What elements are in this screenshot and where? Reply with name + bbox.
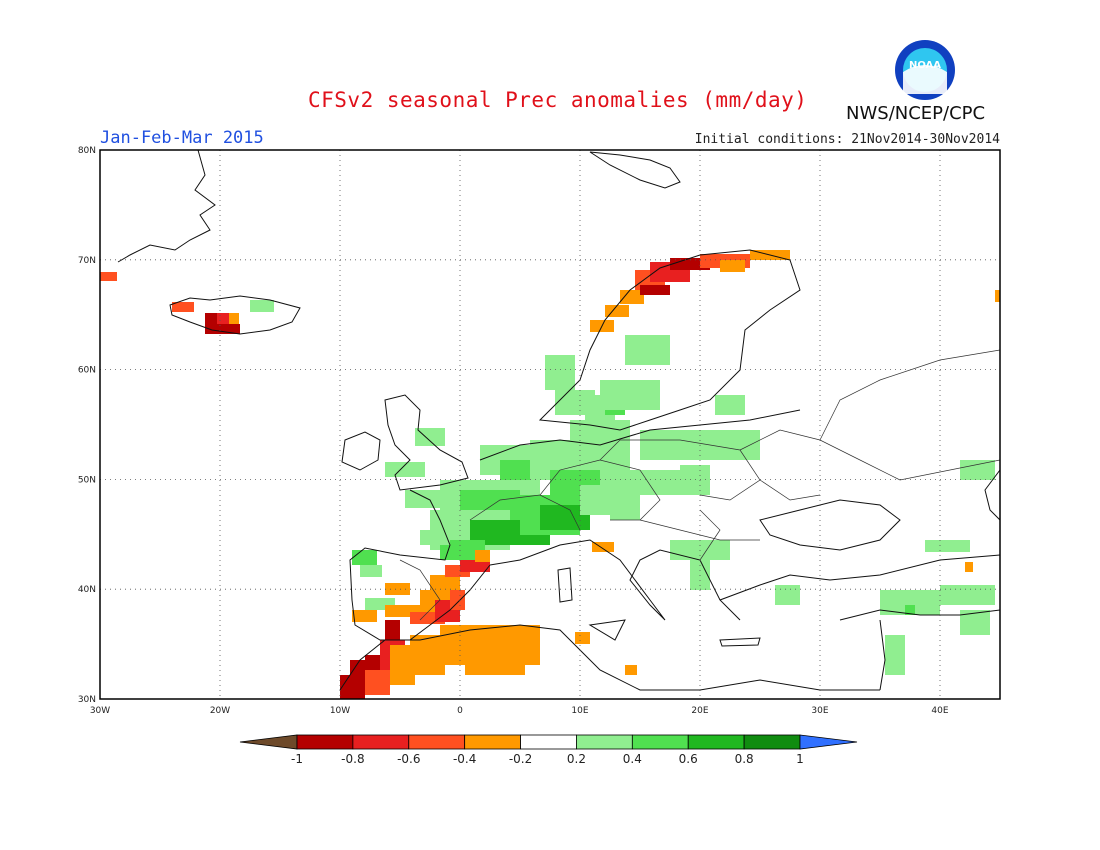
lon-tick-label: 20E xyxy=(691,706,708,716)
graticule xyxy=(100,150,1000,699)
anomaly-cell xyxy=(575,632,590,644)
anomaly-cell xyxy=(995,290,1000,302)
noaa-logo-icon: NOAA xyxy=(895,40,955,100)
anomaly-cell xyxy=(715,395,745,415)
colorbar-min-arrow xyxy=(239,734,298,750)
anomaly-cell xyxy=(620,290,644,304)
lon-tick-label: 30E xyxy=(811,706,828,716)
country-borders xyxy=(399,349,1001,621)
anomaly-cell xyxy=(229,313,239,324)
anomaly-cell xyxy=(475,550,490,562)
lon-tick-label: 20W xyxy=(210,706,230,716)
coastlines xyxy=(117,149,1001,691)
anomaly-cell xyxy=(592,542,614,552)
anomaly-cell xyxy=(500,650,520,665)
anomaly-cell xyxy=(960,460,995,480)
map-title: CFSv2 seasonal Prec anomalies (mm/day) xyxy=(308,88,808,112)
anomaly-cell xyxy=(545,355,575,390)
lon-tick-label: 40E xyxy=(931,706,948,716)
colorbar-tick-label: -1 xyxy=(291,752,303,766)
anomaly-cell xyxy=(415,428,445,446)
initial-conditions: Initial conditions: 21Nov2014-30Nov2014 xyxy=(694,132,1000,147)
anomaly-cell xyxy=(340,675,365,699)
lon-tick-label: 0 xyxy=(457,706,463,716)
map-frame xyxy=(99,149,1001,700)
anomaly-cell xyxy=(385,620,400,640)
agency-label: NWS/NCEP/CPC xyxy=(846,103,986,124)
anomaly-cell xyxy=(385,583,410,595)
anomaly-cell xyxy=(100,272,117,281)
colorbar-tick-label: -0.2 xyxy=(509,752,532,766)
svg-text:NOAA: NOAA xyxy=(909,60,941,71)
lat-tick-label: 50N xyxy=(78,475,96,485)
colorbar-max-arrow xyxy=(799,734,858,750)
anomaly-cell xyxy=(350,660,365,675)
lat-tick-label: 40N xyxy=(78,585,96,595)
colorbar-segment xyxy=(631,734,689,750)
colorbar-tick-label: -0.6 xyxy=(397,752,420,766)
colorbar-segment xyxy=(743,734,801,750)
anomaly-cell xyxy=(365,670,390,695)
anomaly-cell xyxy=(205,324,240,334)
anomaly-cell xyxy=(352,610,377,622)
anomaly-cell xyxy=(420,530,450,545)
colorbar-tick-label: 0.4 xyxy=(623,752,642,766)
anomaly-cell xyxy=(172,302,194,312)
anomaly-cell xyxy=(775,585,800,605)
colorbar-tick-label: -0.4 xyxy=(453,752,476,766)
forecast-period: Jan-Feb-Mar 2015 xyxy=(100,128,264,148)
lon-tick-label: 30W xyxy=(90,706,110,716)
colorbar-segment xyxy=(464,734,521,750)
anomaly-cell xyxy=(720,260,745,272)
anomaly-cell xyxy=(905,605,915,615)
anomaly-cells xyxy=(100,250,1000,699)
lat-tick-label: 60N xyxy=(78,366,96,376)
anomaly-cell xyxy=(625,335,670,365)
colorbar-segment xyxy=(296,734,354,750)
anomaly-cell xyxy=(460,560,490,572)
anomaly-cell xyxy=(405,490,445,508)
colorbar-tick-label: 1 xyxy=(796,752,804,766)
lat-tick-label: 80N xyxy=(78,146,96,156)
anomaly-cell xyxy=(440,540,485,560)
anomaly-cell xyxy=(410,635,445,675)
anomaly-cell xyxy=(430,575,460,590)
anomaly-cell xyxy=(385,462,425,477)
anomaly-cell xyxy=(640,285,670,295)
colorbar-tick-label: 0.8 xyxy=(735,752,754,766)
colorbar-segment xyxy=(408,734,466,750)
anomaly-cell xyxy=(360,565,382,577)
anomaly-cell xyxy=(960,610,990,635)
anomaly-cell xyxy=(640,470,710,495)
anomaly-cell xyxy=(217,313,229,324)
lat-tick-label: 70N xyxy=(78,256,96,266)
anomaly-cell xyxy=(605,305,629,317)
colorbar-tick-label: 0.6 xyxy=(679,752,698,766)
lon-tick-label: 10W xyxy=(330,706,350,716)
anomaly-cell xyxy=(940,585,995,605)
anomaly-cell xyxy=(440,625,540,665)
anomaly-cell xyxy=(610,500,640,520)
lon-tick-label: 10E xyxy=(571,706,588,716)
colorbar-segment xyxy=(520,734,577,750)
colorbar-tick-label: -0.8 xyxy=(341,752,364,766)
anomaly-cell xyxy=(885,635,905,675)
colorbar-segment xyxy=(687,734,745,750)
axis-ticks: 30W 20W 10W 0 10E 20E 30E 40E 80N 70N 60N 50N 40N 30N xyxy=(78,146,949,716)
colorbar-segment xyxy=(352,734,410,750)
anomaly-cell xyxy=(250,300,274,312)
anomaly-cell xyxy=(205,313,217,324)
anomaly-cell xyxy=(965,562,973,572)
anomaly-cell xyxy=(625,665,637,675)
colorbar-segment xyxy=(576,734,633,750)
anomaly-cell xyxy=(600,380,660,410)
lat-tick-label: 30N xyxy=(78,695,96,705)
colorbar-tick-label: 0.2 xyxy=(567,752,586,766)
anomaly-cell xyxy=(925,540,970,552)
anomaly-cell xyxy=(600,470,640,490)
anomaly-cell xyxy=(450,590,465,610)
colorbar: -1 -0.8 -0.6 -0.4 -0.2 0.2 0.4 0.6 0.8 1 xyxy=(239,734,858,766)
anomaly-cell xyxy=(352,550,377,565)
